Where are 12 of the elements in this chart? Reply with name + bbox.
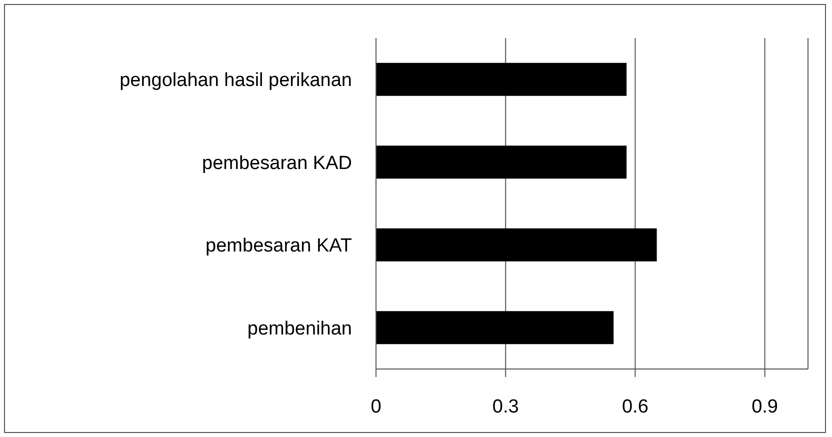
y-tick-label: pembesaran KAT xyxy=(206,236,352,257)
bar xyxy=(376,146,627,179)
y-tick-label: pengolahan hasil perikanan xyxy=(120,70,352,92)
x-tick-label: 0 xyxy=(370,396,382,418)
x-tick-label: 0.9 xyxy=(752,396,778,418)
y-tick-label: pembenihan xyxy=(247,318,352,340)
y-tick-label: pembesaran KAD xyxy=(202,152,352,174)
bar xyxy=(376,228,657,262)
x-tick-label: 0.6 xyxy=(622,396,648,418)
bar xyxy=(376,311,614,344)
x-tick-label: 0.3 xyxy=(492,396,519,418)
bar xyxy=(376,62,627,96)
